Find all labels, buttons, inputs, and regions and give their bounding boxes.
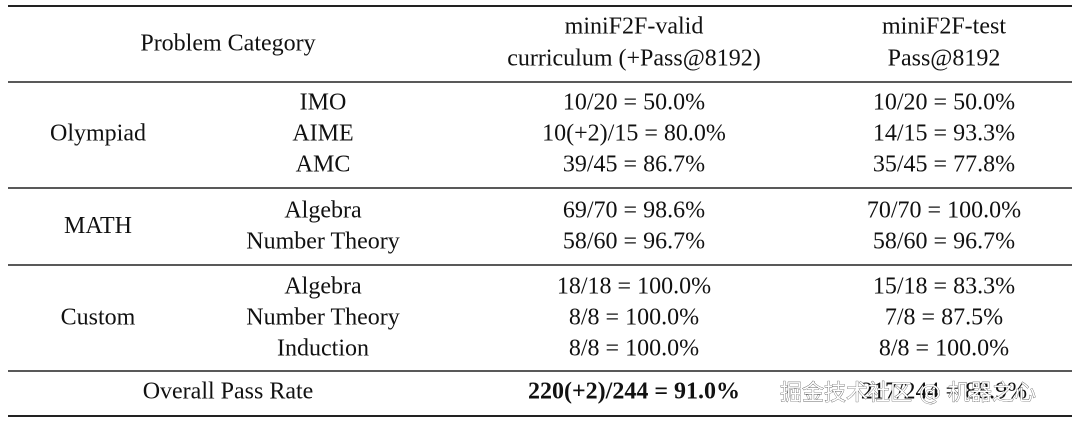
test-cell: 58/60 = 96.7% [873,229,1015,255]
watermark: 掘金技术社区 @ 机器之心 [780,381,1036,406]
row-category: Number Theory [246,229,400,255]
header-test: Pass@8192 [888,46,1001,72]
header-valid: curriculum (+Pass@8192) [507,46,761,72]
row-category: IMO [300,90,347,116]
header-valid: miniF2F-valid [565,14,704,40]
test-cell: 70/70 = 100.0% [867,198,1021,224]
header-category: Problem Category [140,31,315,57]
valid-cell: 39/45 = 86.7% [563,152,705,178]
overall-valid: 220(+2)/244 = 91.0% [528,379,740,405]
test-cell: 8/8 = 100.0% [879,336,1009,362]
valid-cell: 8/8 = 100.0% [569,336,699,362]
row-category: Algebra [284,274,362,300]
valid-cell: 58/60 = 96.7% [563,229,705,255]
group-name: MATH [64,213,132,239]
row-category: Number Theory [246,305,400,331]
overall-test: 217/244 = 88.9% [861,379,1027,405]
overall-label: Overall Pass Rate [143,379,314,405]
group-name: Custom [61,305,136,331]
row-category: AMC [296,152,351,178]
valid-cell: 69/70 = 98.6% [563,198,705,224]
header-test: miniF2F-test [882,14,1006,40]
test-cell: 14/15 = 93.3% [873,121,1015,147]
test-cell: 15/18 = 83.3% [873,274,1015,300]
valid-cell: 18/18 = 100.0% [557,274,711,300]
valid-cell: 10(+2)/15 = 80.0% [542,121,726,147]
test-cell: 10/20 = 50.0% [873,90,1015,116]
test-cell: 35/45 = 77.8% [873,152,1015,178]
group-name: Olympiad [50,121,146,147]
row-category: Induction [277,336,369,362]
valid-cell: 8/8 = 100.0% [569,305,699,331]
test-cell: 7/8 = 87.5% [885,305,1003,331]
valid-cell: 10/20 = 50.0% [563,90,705,116]
row-category: Algebra [284,198,362,224]
row-category: AIME [292,121,353,147]
